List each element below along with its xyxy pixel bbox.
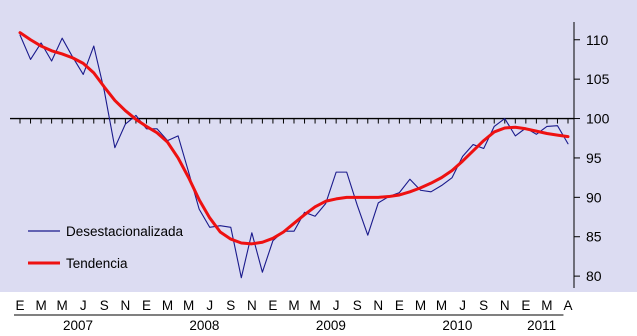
- year-label: 2009: [316, 318, 346, 333]
- month-label: N: [373, 298, 383, 313]
- month-label: M: [162, 298, 173, 313]
- month-label: E: [268, 298, 277, 313]
- month-label: J: [333, 298, 340, 313]
- month-label: S: [353, 298, 362, 313]
- year-label: 2011: [527, 318, 556, 333]
- year-label: 2010: [442, 318, 472, 333]
- series-line-tendencia: [18, 31, 570, 246]
- month-label: M: [35, 298, 46, 313]
- y-tick-label: 80: [586, 268, 602, 284]
- month-label: M: [415, 298, 426, 313]
- month-label: N: [121, 298, 131, 313]
- y-tick-label: 100: [586, 111, 610, 127]
- y-tick-label: 95: [586, 150, 602, 166]
- y-tick-label: 110: [586, 32, 609, 48]
- month-label: M: [57, 298, 68, 313]
- year-label: 2007: [63, 318, 93, 333]
- month-label: S: [100, 298, 109, 313]
- month-label: M: [183, 298, 194, 313]
- y-tick-label: 90: [586, 189, 602, 205]
- legend-label-desestacionalizada: Desestacionalizada: [66, 224, 184, 239]
- month-label: M: [436, 298, 447, 313]
- month-label: M: [541, 298, 552, 313]
- plot-layer: [10, 31, 574, 279]
- month-label: S: [226, 298, 235, 313]
- legend-label-tendencia: Tendencia: [66, 256, 128, 271]
- month-label: A: [563, 298, 572, 313]
- month-label: E: [395, 298, 404, 313]
- month-label: E: [142, 298, 151, 313]
- month-label: N: [247, 298, 257, 313]
- month-label: E: [15, 298, 24, 313]
- year-label: 2008: [189, 318, 219, 333]
- month-label: J: [459, 298, 466, 313]
- y-tick-label: 85: [586, 229, 602, 245]
- y-tick-label: 105: [586, 71, 610, 87]
- month-label: E: [521, 298, 530, 313]
- month-label: J: [80, 298, 87, 313]
- month-label: M: [309, 298, 320, 313]
- month-label: S: [479, 298, 488, 313]
- legend: Desestacionalizada Tendencia: [28, 224, 184, 271]
- month-label: J: [206, 298, 213, 313]
- plot-background: [0, 0, 637, 292]
- month-label: M: [288, 298, 299, 313]
- month-label: N: [500, 298, 510, 313]
